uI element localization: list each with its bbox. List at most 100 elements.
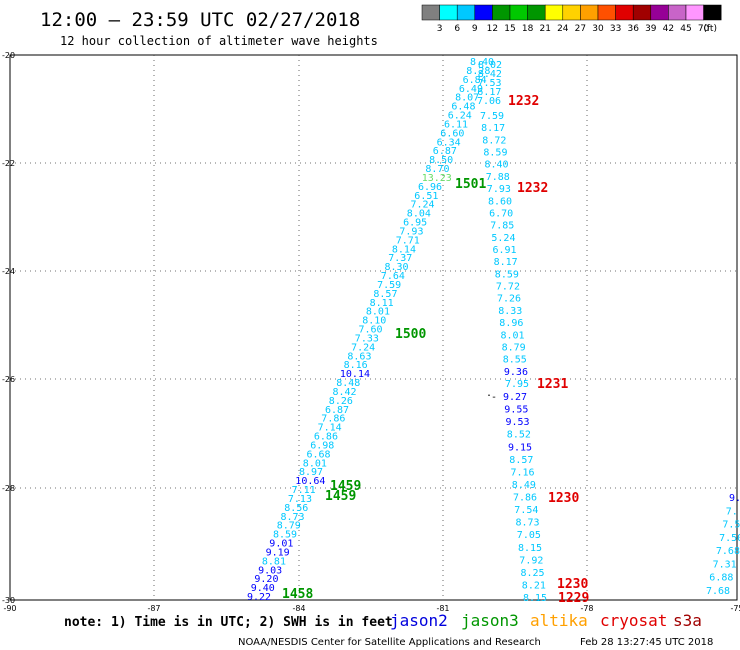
legend-swatch (668, 4, 687, 21)
wave-height-label: 6.11 (444, 119, 468, 130)
wave-height-label: 8.49 (512, 480, 536, 491)
legend-tick-label: 42 (663, 24, 674, 34)
wave-height-label: 7.11 (292, 485, 316, 496)
wave-height-label: 6.91 (493, 245, 517, 256)
satellite-legend: jason2 jason3 altika cryosat s3a (390, 611, 702, 630)
wave-height-label: 8.97 (299, 467, 323, 478)
legend-swatch (527, 4, 546, 21)
wave-height-label: 6.95 (403, 218, 427, 229)
longitude-tick-label: -81 (436, 604, 449, 613)
wave-height-label: 8.17 (481, 123, 505, 134)
wave-height-label: 8.30 (385, 262, 409, 273)
wave-height-label: 9.55 (504, 405, 528, 416)
wave-height-label: 7.88 (486, 172, 510, 183)
pass-time-label: 1459 (325, 489, 356, 504)
wave-height-label: 9.20 (254, 574, 278, 585)
wave-height-label: 9.01 (269, 539, 293, 550)
wave-height-label: 6.34 (437, 137, 461, 148)
wave-height-label: 8.25 (521, 568, 545, 579)
legend-tick-label: 18 (522, 24, 534, 34)
wave-height-label: 8.26 (329, 396, 353, 407)
longitude-tick-label: -78 (580, 604, 593, 613)
wave-height-label: 7.06 (477, 96, 501, 107)
wave-height-label: 6.84 (463, 75, 487, 86)
wave-height-label: 8.01 (303, 458, 327, 469)
wave-height-label: 9.53 (506, 417, 530, 428)
legend-swatch (544, 4, 564, 21)
wave-height-label: 8.01 (501, 330, 525, 341)
wave-height-label: 8.79 (502, 343, 526, 354)
wave-height-label: 8.56 (284, 503, 308, 514)
footer-note: note: 1) Time is in UTC; 2) SWH is in fe… (64, 615, 393, 630)
legend-tick-label: 24 (557, 24, 569, 34)
wave-height-label: 8.70 (425, 164, 449, 175)
wave-height-label: 8.59 (495, 269, 519, 280)
wave-height-label: 8.21 (522, 580, 546, 591)
legend-swatch (492, 4, 511, 21)
wave-height-label: 6.88 (709, 573, 733, 584)
wave-height-label: 8.15 (523, 593, 547, 604)
legend-tick-label: 33 (610, 24, 621, 34)
wave-height-label: 7.92 (519, 555, 543, 566)
wave-height-label: 7.50 (719, 533, 740, 544)
latitude-tick-label: -30 (2, 596, 15, 605)
wave-height-label: 7.13 (288, 494, 312, 505)
wave-height-label: 8.15 (518, 543, 542, 554)
map-frame (9, 54, 738, 601)
pass-time-label: 1230 (548, 491, 579, 506)
wave-height-label: 8.40 (470, 57, 494, 68)
legend-tick-label: 12 (487, 24, 498, 34)
wave-height-label: 8.33 (498, 306, 522, 317)
wave-height-label: 9.27 (503, 392, 527, 403)
pass-time-label: 1232 (517, 181, 548, 196)
wave-height-label: 8.10 (362, 316, 386, 327)
wave-height-label: 7.60 (359, 325, 383, 336)
wave-height-label: 8.57 (509, 455, 533, 466)
legend-tick-label: 21 (539, 24, 550, 34)
wave-height-label: 8.81 (262, 556, 286, 567)
map-title: 12:00 – 23:59 UTC 02/27/2018 (40, 9, 360, 31)
legend-swatch (597, 4, 616, 21)
wave-height-label: 7.95 (505, 379, 529, 390)
longitude-tick-label: -75 (730, 604, 740, 613)
wave-height-label: 7.24 (411, 200, 435, 211)
wave-height-label: 8.55 (503, 355, 527, 366)
legend-tick-label: 15 (504, 24, 515, 34)
legend-swatch (474, 4, 493, 21)
legend-swatch (456, 4, 476, 21)
wave-height-label: 9.19 (266, 547, 290, 558)
legend-tick-label: 6 (454, 24, 460, 34)
wave-height-label: 6.87 (433, 146, 457, 157)
pass-time-label: 1230 (557, 577, 588, 592)
legend-swatch (421, 4, 440, 21)
wave-height-label: 7.16 (511, 467, 535, 478)
wave-height-label: 8.52 (507, 430, 531, 441)
pass-time-label: 1458 (282, 587, 313, 602)
wave-height-label: 8.04 (407, 209, 431, 220)
wave-height-label: 10.14 (340, 369, 370, 380)
wave-height-tracks: 8.408.286.846.498.076.486.246.116.606.34… (247, 57, 740, 604)
wave-height-label: 7.33 (355, 333, 379, 344)
wave-height-label: 7.93 (487, 184, 511, 195)
wave-height-label: 7.71 (396, 235, 420, 246)
satellite-legend-label: s3a (673, 611, 702, 630)
wave-height-label: 7.72 (496, 282, 520, 293)
longitude-tick-label: -84 (292, 604, 305, 613)
wave-height-label: 7.86 (513, 493, 537, 504)
legend-swatch (562, 4, 581, 21)
latitude-tick-label: -20 (2, 51, 15, 60)
legend-tick-label: 45 (680, 24, 691, 34)
wave-height-label: 8.07 (455, 93, 479, 104)
latitude-tick-label: -22 (2, 159, 15, 168)
legend-swatch (439, 4, 458, 21)
satellite-legend-label: jason3 (461, 611, 519, 630)
wave-height-label: 10.64 (295, 476, 325, 487)
wave-height-label: 8.50 (429, 155, 453, 166)
pass-time-label: 1459 (330, 479, 361, 494)
latitude-tick-label: -24 (2, 267, 15, 276)
color-legend: 3 6 9 12 15 18 21 24 27 30 33 36 39 42 45 70(ft) (421, 4, 722, 34)
legend-tick-label: 9 (472, 24, 478, 34)
wave-height-label: 8.48 (336, 378, 360, 389)
wave-height-label: 6.87 (325, 405, 349, 416)
